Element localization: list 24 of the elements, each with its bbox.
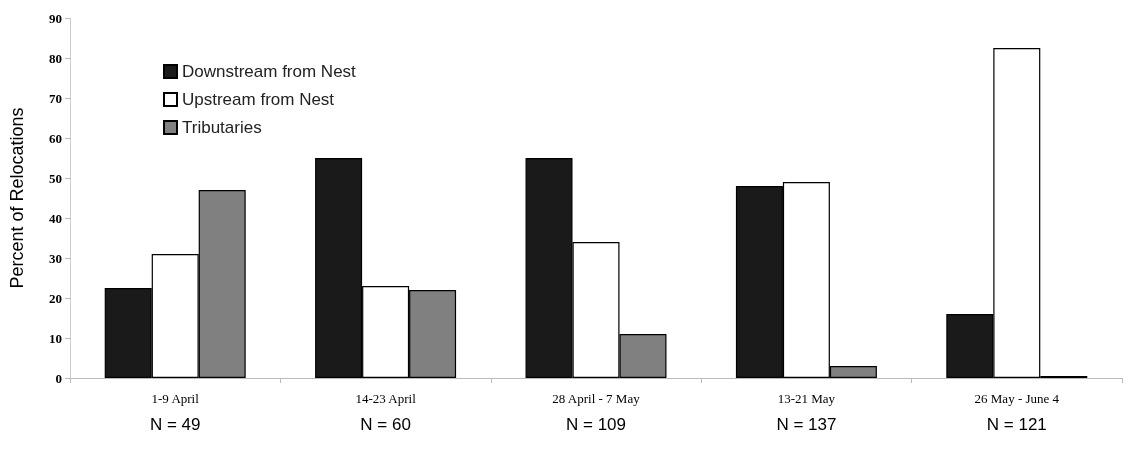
legend-label: Upstream from Nest (182, 90, 335, 109)
y-tick-label: 80 (49, 50, 62, 66)
y-tick-label: 0 (55, 370, 62, 386)
legend-label: Downstream from Nest (182, 62, 357, 81)
x-tick-label: 1-9 April (151, 391, 200, 406)
y-tick-label: 10 (49, 330, 62, 346)
text: N = 137 (776, 414, 837, 434)
y-tick-label: 20 (49, 290, 62, 306)
y-tick-label: 60 (49, 130, 62, 146)
text: N = 109 (565, 414, 627, 434)
y-tick-label: 50 (49, 170, 62, 186)
y-tick-label: 70 (49, 90, 62, 106)
y-axis-title: Percent of Relocations (7, 107, 27, 289)
y-tick-label: 40 (49, 210, 62, 226)
x-tick-label: 26 May - June 4 (974, 391, 1060, 406)
text: N = 60 (360, 414, 411, 434)
x-tick-label: 13-21 May (777, 391, 836, 406)
x-tick-label: 14-23 April (355, 391, 417, 406)
y-tick-label: 30 (49, 250, 62, 266)
x-tick-label: 28 April - 7 May (552, 391, 641, 406)
text: N = 121 (986, 414, 1047, 434)
text: N = 49 (149, 414, 201, 434)
y-tick-label: 90 (49, 10, 62, 26)
legend-label: Tributaries (182, 118, 262, 137)
